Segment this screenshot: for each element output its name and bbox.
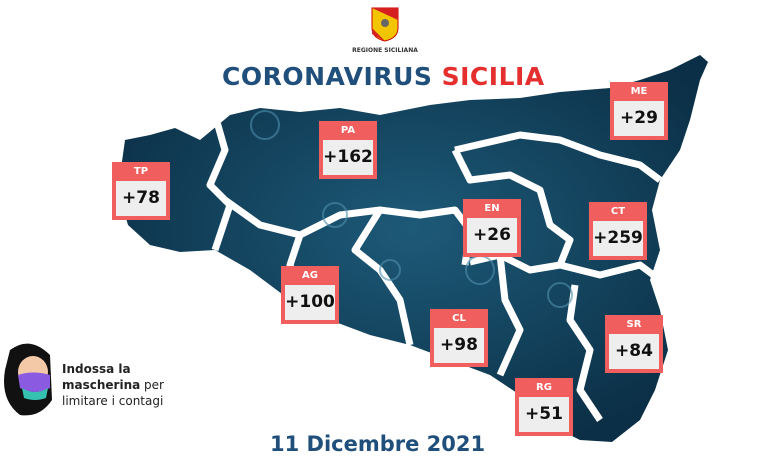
province-value: +29 <box>614 101 664 136</box>
province-box-en: EN +26 <box>463 199 521 257</box>
province-value: +162 <box>323 140 373 175</box>
island-shape <box>118 55 708 442</box>
advice-line1: Indossa la <box>62 362 131 376</box>
province-code: AG <box>302 270 318 281</box>
logo-text: REGIONE SICILIANA <box>352 47 418 54</box>
province-code: EN <box>484 203 500 214</box>
province-code: RG <box>536 382 552 393</box>
province-code: TP <box>133 166 149 177</box>
province-box-cl: CL +98 <box>430 309 488 367</box>
province-box-sr: SR +84 <box>605 315 663 373</box>
advice-line3: limitare i contagi <box>62 394 164 408</box>
province-box-pa: PA +162 <box>319 121 377 179</box>
province-box-rg: RG +51 <box>515 378 573 436</box>
title-part-1: CORONAVIRUS <box>222 62 433 91</box>
province-value: +98 <box>434 328 484 363</box>
province-code: CL <box>452 313 466 324</box>
province-box-tp: TP +78 <box>112 162 170 220</box>
province-value: +26 <box>467 218 517 253</box>
province-box-me: ME +29 <box>610 82 668 140</box>
province-value: +100 <box>285 285 335 320</box>
province-code: ME <box>630 86 648 97</box>
province-box-ag: AG +100 <box>281 266 339 324</box>
page-title: CORONAVIRUS SICILIA <box>222 62 545 91</box>
mask-advice: Indossa la mascherina per limitare i con… <box>62 361 164 409</box>
regione-siciliana-logo <box>371 7 399 42</box>
province-code: CT <box>610 206 626 217</box>
province-code: SR <box>626 319 642 330</box>
advice-line2-rest: per <box>140 378 164 392</box>
province-box-ct: CT +259 <box>589 202 647 260</box>
province-value: +51 <box>519 397 569 432</box>
masked-woman-illustration <box>4 343 52 416</box>
province-value: +84 <box>609 334 659 369</box>
province-value: +78 <box>116 181 166 216</box>
title-part-2: SICILIA <box>441 62 545 91</box>
province-code: PA <box>340 125 356 136</box>
province-value: +259 <box>593 221 643 256</box>
advice-line2-bold: mascherina <box>62 378 141 392</box>
date-label: 11 Dicembre 2021 <box>270 432 486 456</box>
